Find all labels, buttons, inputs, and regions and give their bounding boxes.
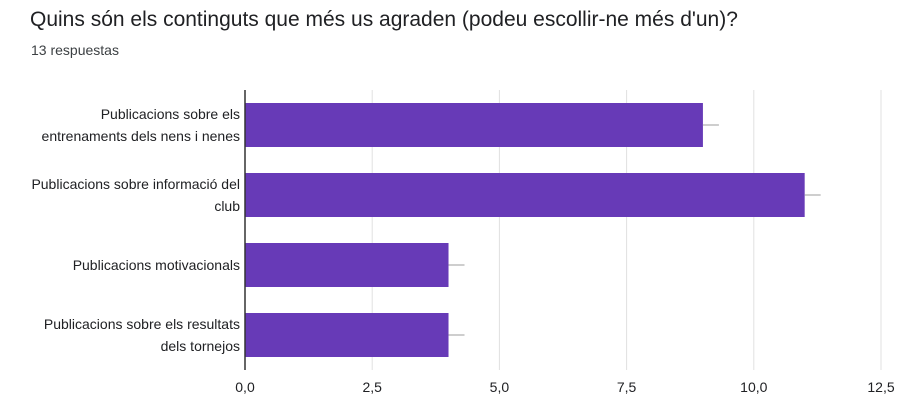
bar (245, 313, 449, 357)
x-tick-label: 0,0 (235, 379, 255, 395)
category-label: Publicacions motivacionals (73, 257, 240, 273)
category-label-line: dels tornejos (161, 338, 240, 354)
x-tick-label: 7,5 (617, 379, 637, 395)
bar (245, 173, 805, 217)
bars (245, 103, 821, 357)
bar (245, 103, 703, 147)
category-label-line: Publicacions motivacionals (73, 257, 240, 273)
x-tick-label: 12,5 (867, 379, 894, 395)
category-label: Publicacions sobre els entrenaments dels … (42, 106, 240, 144)
category-label-line: Publicacions sobre els (101, 106, 240, 122)
category-label-line: Publicacions sobre els resultats (44, 316, 240, 332)
x-tick-label: 5,0 (490, 379, 510, 395)
x-tick-label: 2,5 (362, 379, 382, 395)
bar (245, 243, 449, 287)
category-label-line: Publicacions sobre informació del (31, 176, 240, 192)
question-title: Quins són els continguts que més us agra… (30, 8, 738, 31)
response-count: 13 respuestas (31, 42, 119, 58)
category-label: Publicacions sobre informació del club (31, 176, 240, 214)
category-label-line: club (214, 198, 240, 214)
x-tick-label: 10,0 (740, 379, 767, 395)
category-label-line: entrenaments dels nens i nenes (42, 128, 240, 144)
tick-labels: 0,0 2,5 5,0 7,5 10,0 12,5 (235, 379, 895, 395)
category-labels: Publicacions sobre els entrenaments dels … (31, 106, 240, 354)
category-label: Publicacions sobre els resultats dels tor… (44, 316, 240, 354)
